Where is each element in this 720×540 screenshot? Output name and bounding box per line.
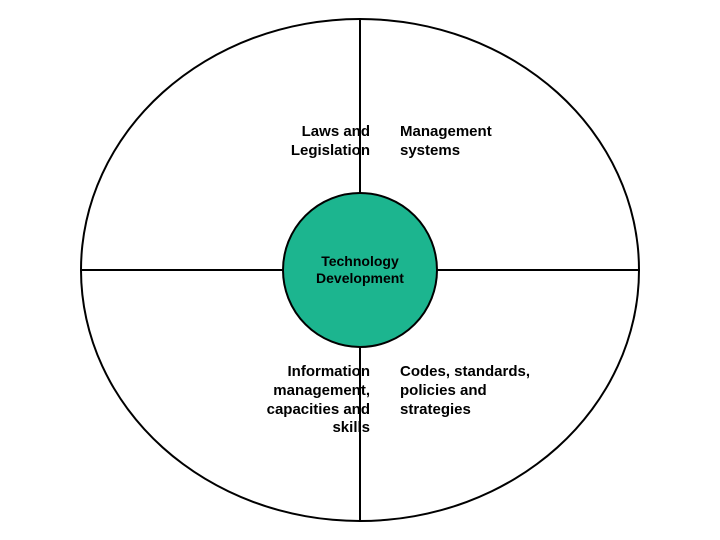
center-label: TechnologyDevelopment: [316, 253, 404, 288]
quadrant-diagram: Laws andLegislation Managementsystems In…: [80, 18, 640, 522]
quadrant-label-bottom-left: Informationmanagement,capacities andskil…: [190, 363, 370, 438]
label-text: Informationmanagement,capacities andskil…: [267, 363, 370, 436]
center-circle: TechnologyDevelopment: [282, 192, 438, 348]
quadrant-label-bottom-right: Codes, standards,policies andstrategies: [400, 363, 610, 419]
quadrant-label-top-right: Managementsystems: [400, 123, 590, 161]
label-text: Codes, standards,policies andstrategies: [400, 363, 530, 418]
label-text: Managementsystems: [400, 123, 492, 159]
label-text: Laws andLegislation: [291, 123, 370, 159]
quadrant-label-top-left: Laws andLegislation: [200, 123, 370, 161]
